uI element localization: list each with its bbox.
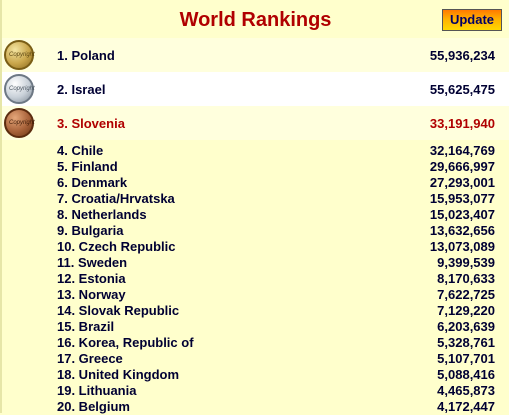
country-score: 9,399,539 — [437, 255, 495, 270]
medal-caption: Copyright — [9, 52, 35, 58]
gold-medal-icon: Copyright — [4, 40, 35, 70]
table-row: 5. Finland 29,666,997 — [2, 159, 509, 175]
country-name: 4. Chile — [57, 143, 104, 158]
country-name: 16. Korea, Republic of — [57, 335, 194, 350]
country-score: 27,293,001 — [429, 175, 495, 190]
country-name: 1. Poland — [57, 48, 115, 63]
country-score: 7,622,725 — [437, 287, 495, 302]
country-name: 18. United Kingdom — [57, 367, 180, 382]
country-score: 55,625,475 — [429, 82, 495, 97]
country-score: 5,088,416 — [437, 367, 495, 382]
ranking-list: 4. Chile 32,164,769 5. Finland 29,666,997 6.… — [2, 143, 509, 415]
country-score: 8,170,633 — [437, 271, 495, 286]
country-score: 5,328,761 — [437, 335, 495, 350]
bronze-medal-icon: Copyright — [4, 108, 35, 138]
country-score: 29,666,997 — [429, 159, 495, 174]
country-name: 14. Slovak Republic — [57, 303, 180, 318]
country-score: 5,107,701 — [437, 351, 495, 366]
country-name: 10. Czech Republic — [57, 239, 176, 254]
table-row: 7. Croatia/Hrvatska 15,953,077 — [2, 191, 509, 207]
country-name: 2. Israel — [57, 82, 106, 97]
table-row: 8. Netherlands 15,023,407 — [2, 207, 509, 223]
table-row: 10. Czech Republic 13,073,089 — [2, 239, 509, 255]
country-name: 12. Estonia — [57, 271, 126, 286]
table-row: 16. Korea, Republic of 5,328,761 — [2, 335, 509, 351]
table-row: 13. Norway 7,622,725 — [2, 287, 509, 303]
country-name: 7. Croatia/Hrvatska — [57, 191, 175, 206]
medal-caption: Copyright — [9, 120, 35, 126]
country-score: 15,953,077 — [429, 191, 495, 206]
country-name: 6. Denmark — [57, 175, 128, 190]
country-name: 8. Netherlands — [57, 207, 147, 222]
table-row: 12. Estonia 8,170,633 — [2, 271, 509, 287]
country-name: 3. Slovenia — [57, 116, 125, 131]
country-name: 11. Sweden — [57, 255, 128, 270]
country-score: 32,164,769 — [429, 143, 495, 158]
silver-medal-icon: Copyright — [4, 74, 35, 104]
panel-header: World Rankings Update — [2, 0, 509, 38]
medal-caption: Copyright — [9, 86, 35, 92]
update-button[interactable]: Update — [442, 9, 502, 31]
country-name: 17. Greece — [57, 351, 123, 366]
table-row: 17. Greece 5,107,701 — [2, 351, 509, 367]
country-score: 4,172,447 — [437, 399, 495, 414]
country-score: 13,632,656 — [429, 223, 495, 238]
table-row: 15. Brazil 6,203,639 — [2, 319, 509, 335]
country-score: 15,023,407 — [429, 207, 495, 222]
country-score: 13,073,089 — [429, 239, 495, 254]
country-name: 13. Norway — [57, 287, 126, 302]
ranking-row-2: Copyright 2. Israel 55,625,475 — [2, 72, 509, 106]
country-score: 55,936,234 — [429, 48, 495, 63]
country-name: 19. Lithuania — [57, 383, 137, 398]
country-score: 4,465,873 — [437, 383, 495, 398]
country-name: 9. Bulgaria — [57, 223, 124, 238]
country-score: 7,129,220 — [437, 303, 495, 318]
country-name: 15. Brazil — [57, 319, 115, 334]
table-row: 4. Chile 32,164,769 — [2, 143, 509, 159]
table-row: 9. Bulgaria 13,632,656 — [2, 223, 509, 239]
country-score: 6,203,639 — [437, 319, 495, 334]
table-row: 20. Belgium 4,172,447 — [2, 399, 509, 415]
table-row: 11. Sweden 9,399,539 — [2, 255, 509, 271]
table-row: 14. Slovak Republic 7,129,220 — [2, 303, 509, 319]
table-row: 19. Lithuania 4,465,873 — [2, 383, 509, 399]
ranking-row-3: Copyright 3. Slovenia 33,191,940 — [2, 106, 509, 140]
country-name: 5. Finland — [57, 159, 118, 174]
page-title: World Rankings — [179, 9, 332, 31]
country-name: 20. Belgium — [57, 399, 130, 414]
country-score: 33,191,940 — [429, 116, 495, 131]
table-row: 6. Denmark 27,293,001 — [2, 175, 509, 191]
ranking-row-1: Copyright 1. Poland 55,936,234 — [2, 38, 509, 72]
table-row: 18. United Kingdom 5,088,416 — [2, 367, 509, 383]
